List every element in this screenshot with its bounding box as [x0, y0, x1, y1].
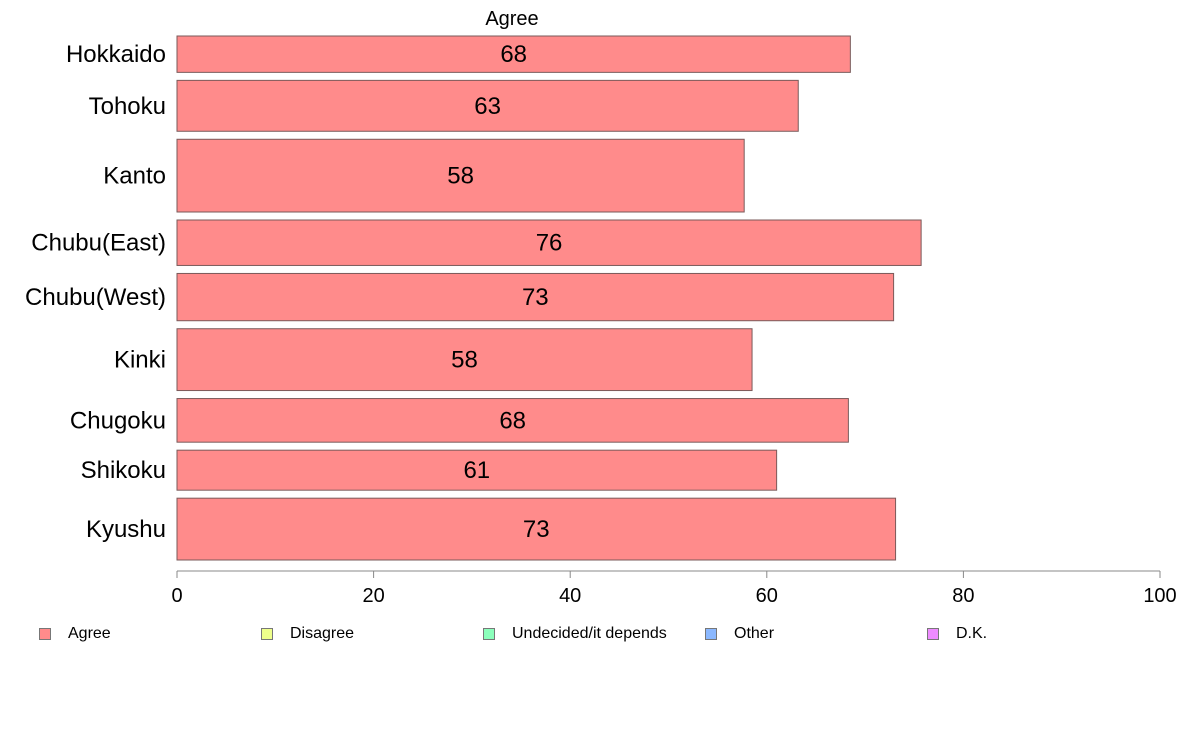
legend-swatch-other — [705, 628, 717, 640]
legend-item-undecided: Undecided/it depends — [483, 624, 667, 644]
bar-chart: Agree 68 Hokkaido 63 Tohoku 58 Kanto 76 Chubu(E… — [25, 8, 1177, 607]
legend-label-undecided: Undecided/it depends — [512, 625, 667, 642]
x-tick-label-0: 0 — [171, 585, 182, 607]
data-label-tohoku: 63 — [474, 93, 501, 120]
category-label-kyushu: Kyushu — [86, 516, 166, 543]
legend-item-disagree: Disagree — [261, 624, 354, 644]
bar-kinki — [176, 328, 753, 392]
legend-label-dk: D.K. — [956, 625, 988, 642]
legend-swatch-undecided — [483, 628, 495, 640]
legend-item-other: Other — [705, 624, 774, 644]
bar-kyushu — [176, 497, 897, 561]
category-label-tohoku: Tohoku — [89, 93, 166, 120]
data-label-kyushu: 73 — [523, 516, 550, 543]
x-tick-label-100: 100 — [1143, 585, 1176, 607]
x-tick-label-80: 80 — [952, 585, 974, 607]
legend-label-agree: Agree — [68, 625, 111, 642]
legend-label-other: Other — [734, 625, 775, 642]
data-label-kanto: 58 — [447, 163, 474, 190]
bar-chubu-west — [176, 272, 895, 322]
category-label-shikoku: Shikoku — [81, 457, 166, 484]
legend: Agree Disagree Undecided/it depends Othe… — [0, 624, 1188, 648]
category-label-chubu-west: Chubu(West) — [25, 284, 166, 311]
data-label-hokkaido: 68 — [500, 41, 527, 68]
data-label-chugoku: 68 — [499, 407, 526, 434]
data-label-kinki: 58 — [451, 347, 478, 374]
category-label-chubu-east: Chubu(East) — [31, 230, 166, 257]
category-label-kanto: Kanto — [103, 163, 166, 190]
legend-swatch-dk — [927, 628, 939, 640]
bar-shikoku — [176, 449, 778, 491]
category-label-hokkaido: Hokkaido — [66, 41, 166, 68]
data-label-chubu-west: 73 — [522, 284, 549, 311]
legend-swatch-disagree — [261, 628, 273, 640]
x-tick-label-40: 40 — [559, 585, 581, 607]
bar-chubu-east — [176, 219, 922, 266]
bar-chugoku — [176, 398, 849, 443]
category-label-chugoku: Chugoku — [70, 407, 166, 434]
bar-hokkaido — [176, 35, 851, 73]
bar-tohoku — [176, 79, 799, 132]
legend-item-agree: Agree — [39, 624, 111, 644]
x-tick-label-60: 60 — [756, 585, 778, 607]
category-label-kinki: Kinki — [114, 347, 166, 374]
legend-item-dk: D.K. — [927, 624, 987, 644]
legend-label-disagree: Disagree — [290, 625, 355, 642]
x-tick-label-20: 20 — [362, 585, 384, 607]
legend-swatch-agree — [39, 628, 51, 640]
data-label-chubu-east: 76 — [536, 230, 563, 257]
data-label-shikoku: 61 — [463, 457, 490, 484]
bar-kanto — [176, 138, 745, 213]
chart-title: Agree — [485, 8, 538, 30]
